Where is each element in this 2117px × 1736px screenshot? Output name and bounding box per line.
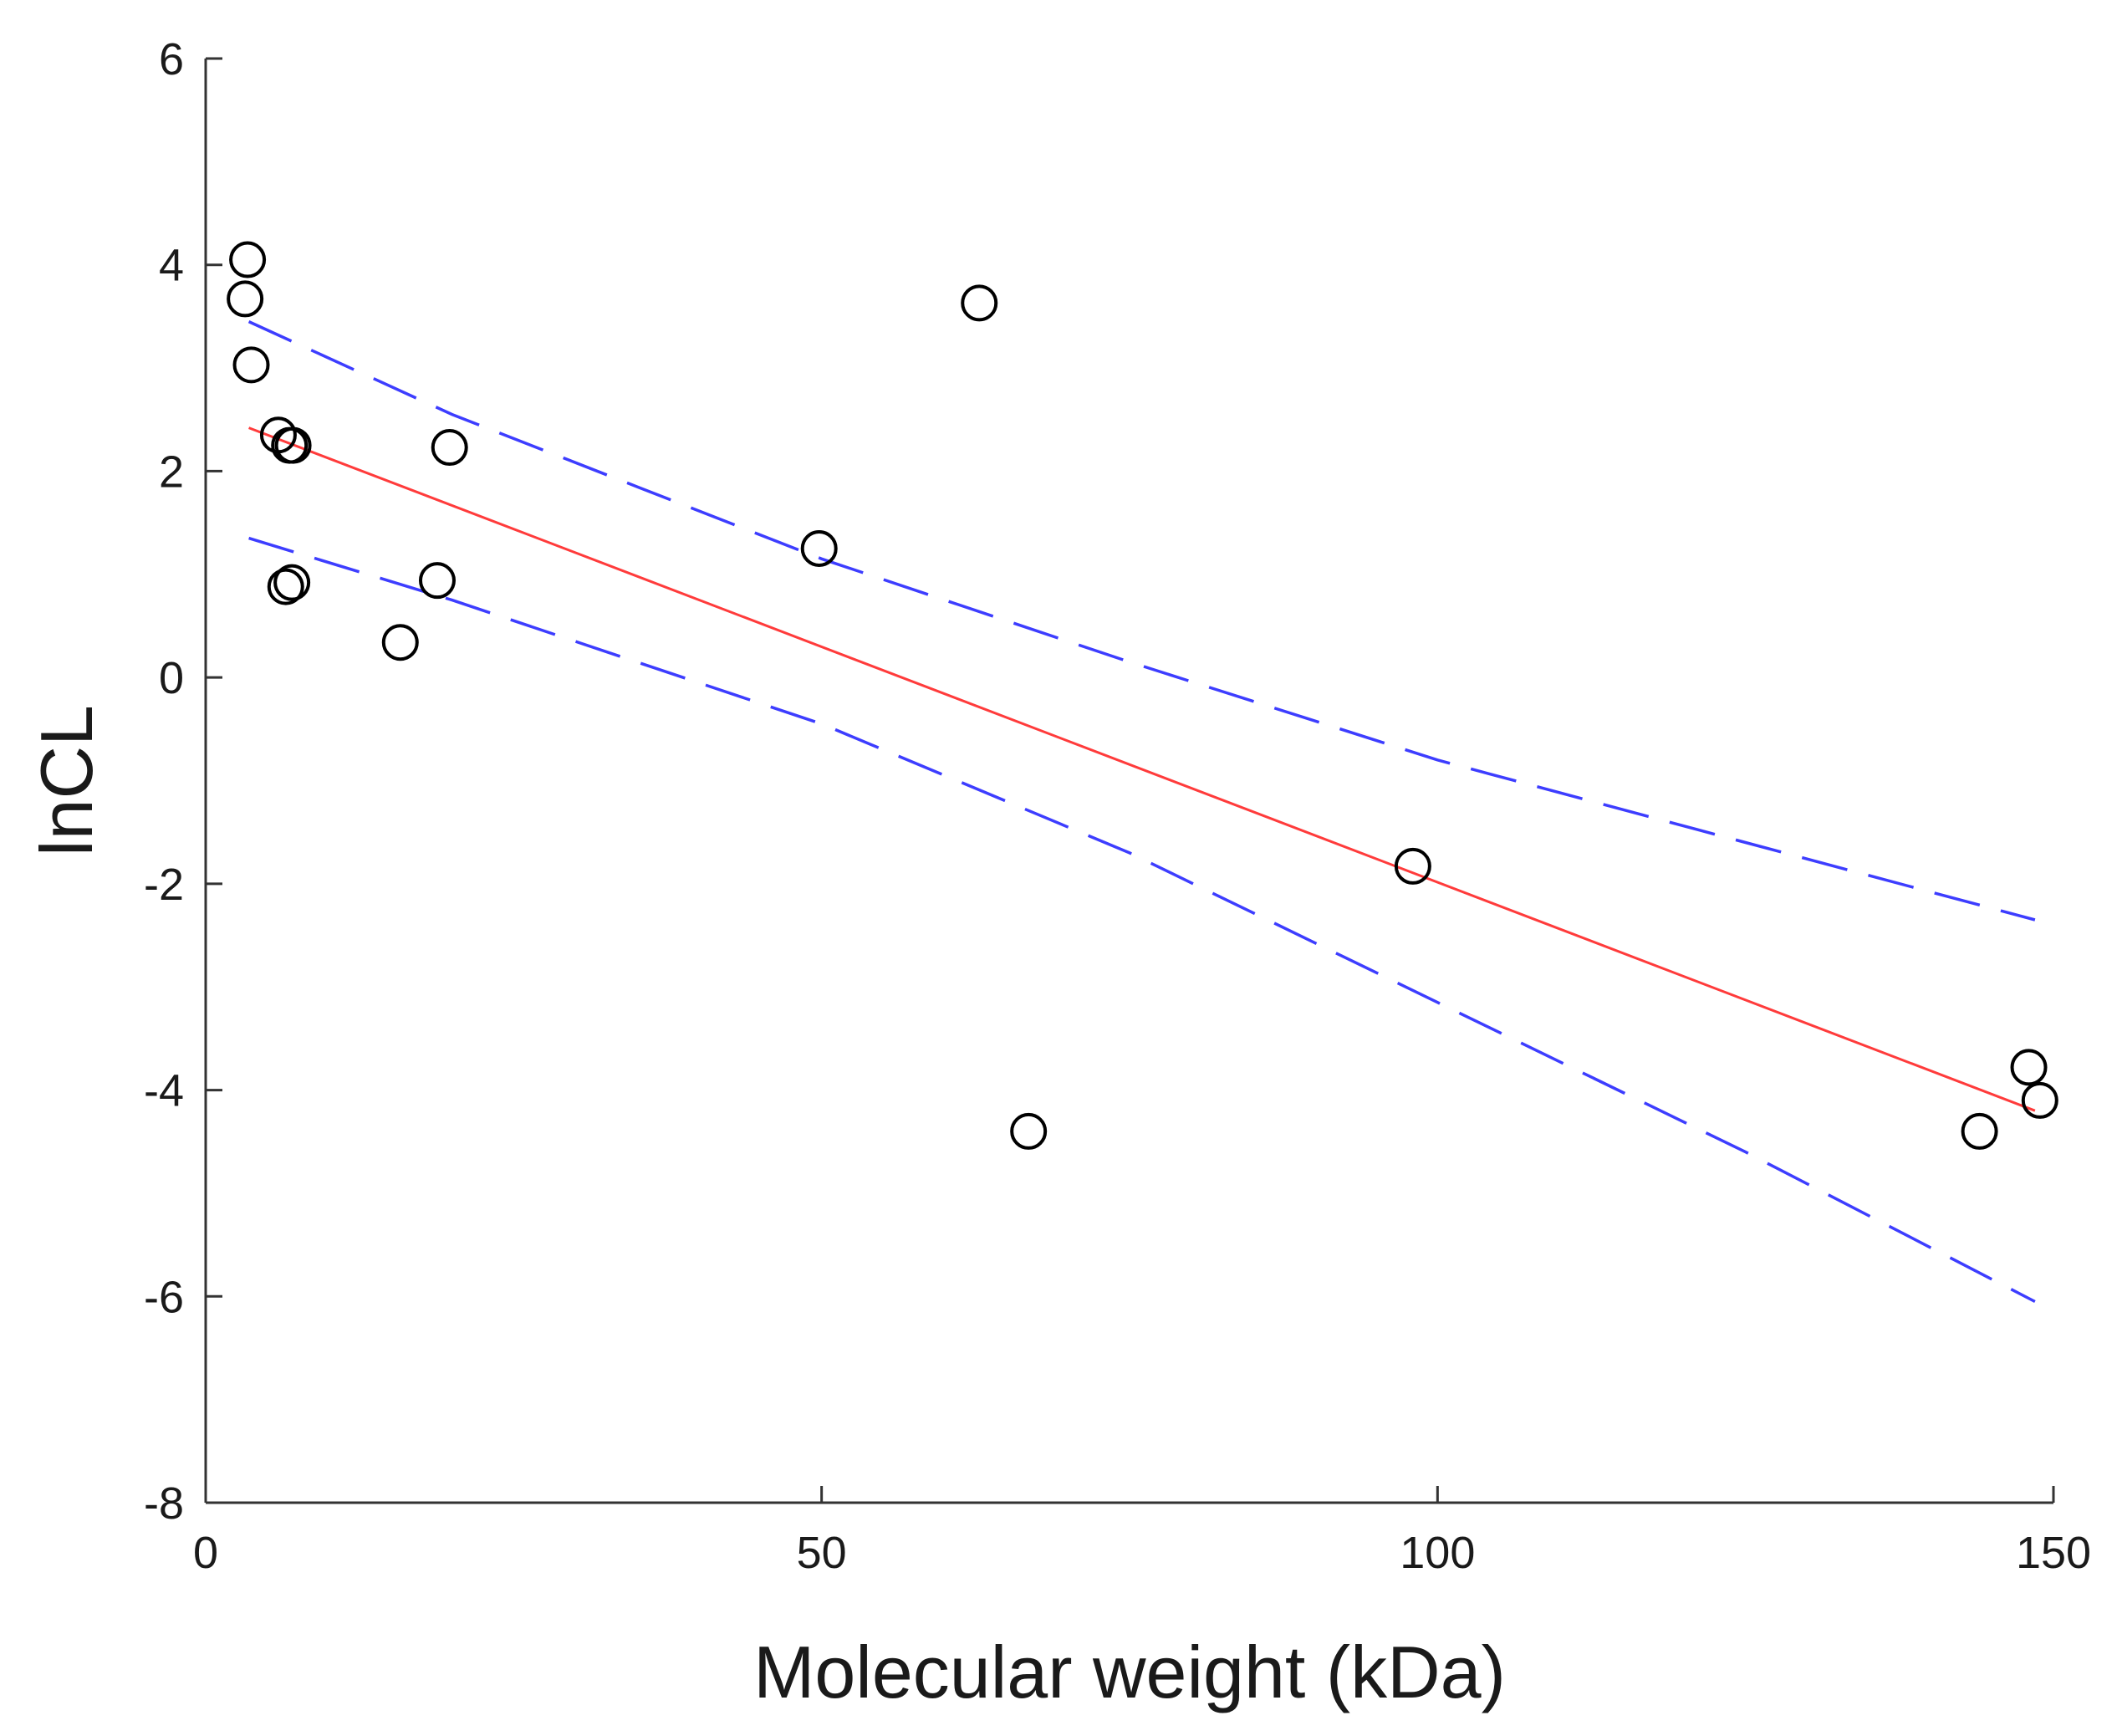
data-point xyxy=(1010,1112,1048,1150)
confidence-bound-line xyxy=(247,320,2036,922)
x-tick-label: 100 xyxy=(1400,1528,1475,1578)
data-point xyxy=(267,568,304,605)
regression-line xyxy=(248,426,2036,1112)
data-point xyxy=(2021,1081,2058,1119)
y-tick-label: 0 xyxy=(159,653,184,703)
data-point xyxy=(229,241,267,278)
data-point xyxy=(274,426,312,464)
data-point xyxy=(800,529,838,567)
x-tick-label: 50 xyxy=(797,1528,847,1578)
data-point xyxy=(381,624,419,661)
y-tick-label: -8 xyxy=(144,1478,184,1529)
data-point xyxy=(431,429,468,467)
data-point xyxy=(418,562,456,600)
data-point xyxy=(273,564,311,601)
y-tick-label: 6 xyxy=(159,34,184,84)
x-tick-label: 0 xyxy=(193,1528,218,1578)
data-point xyxy=(232,346,270,384)
y-axis-title: lnCL xyxy=(25,705,108,856)
y-tick-label: 4 xyxy=(159,241,184,291)
y-tick-label: 2 xyxy=(159,447,184,497)
y-tick-label: -4 xyxy=(144,1066,184,1116)
fit-lines xyxy=(247,320,2036,1304)
y-tick-label: -2 xyxy=(144,860,184,910)
x-axis-title: Molecular weight (kDa) xyxy=(753,1631,1506,1713)
x-tick-label: 150 xyxy=(2016,1528,2091,1578)
confidence-bound-line xyxy=(248,536,2036,1304)
data-point xyxy=(961,284,998,322)
data-point xyxy=(227,280,264,318)
data-point xyxy=(2010,1049,2048,1086)
y-tick-label: -6 xyxy=(144,1272,184,1322)
data-point xyxy=(1961,1112,1998,1150)
data-points xyxy=(227,241,2058,1150)
data-point xyxy=(1394,847,1431,885)
